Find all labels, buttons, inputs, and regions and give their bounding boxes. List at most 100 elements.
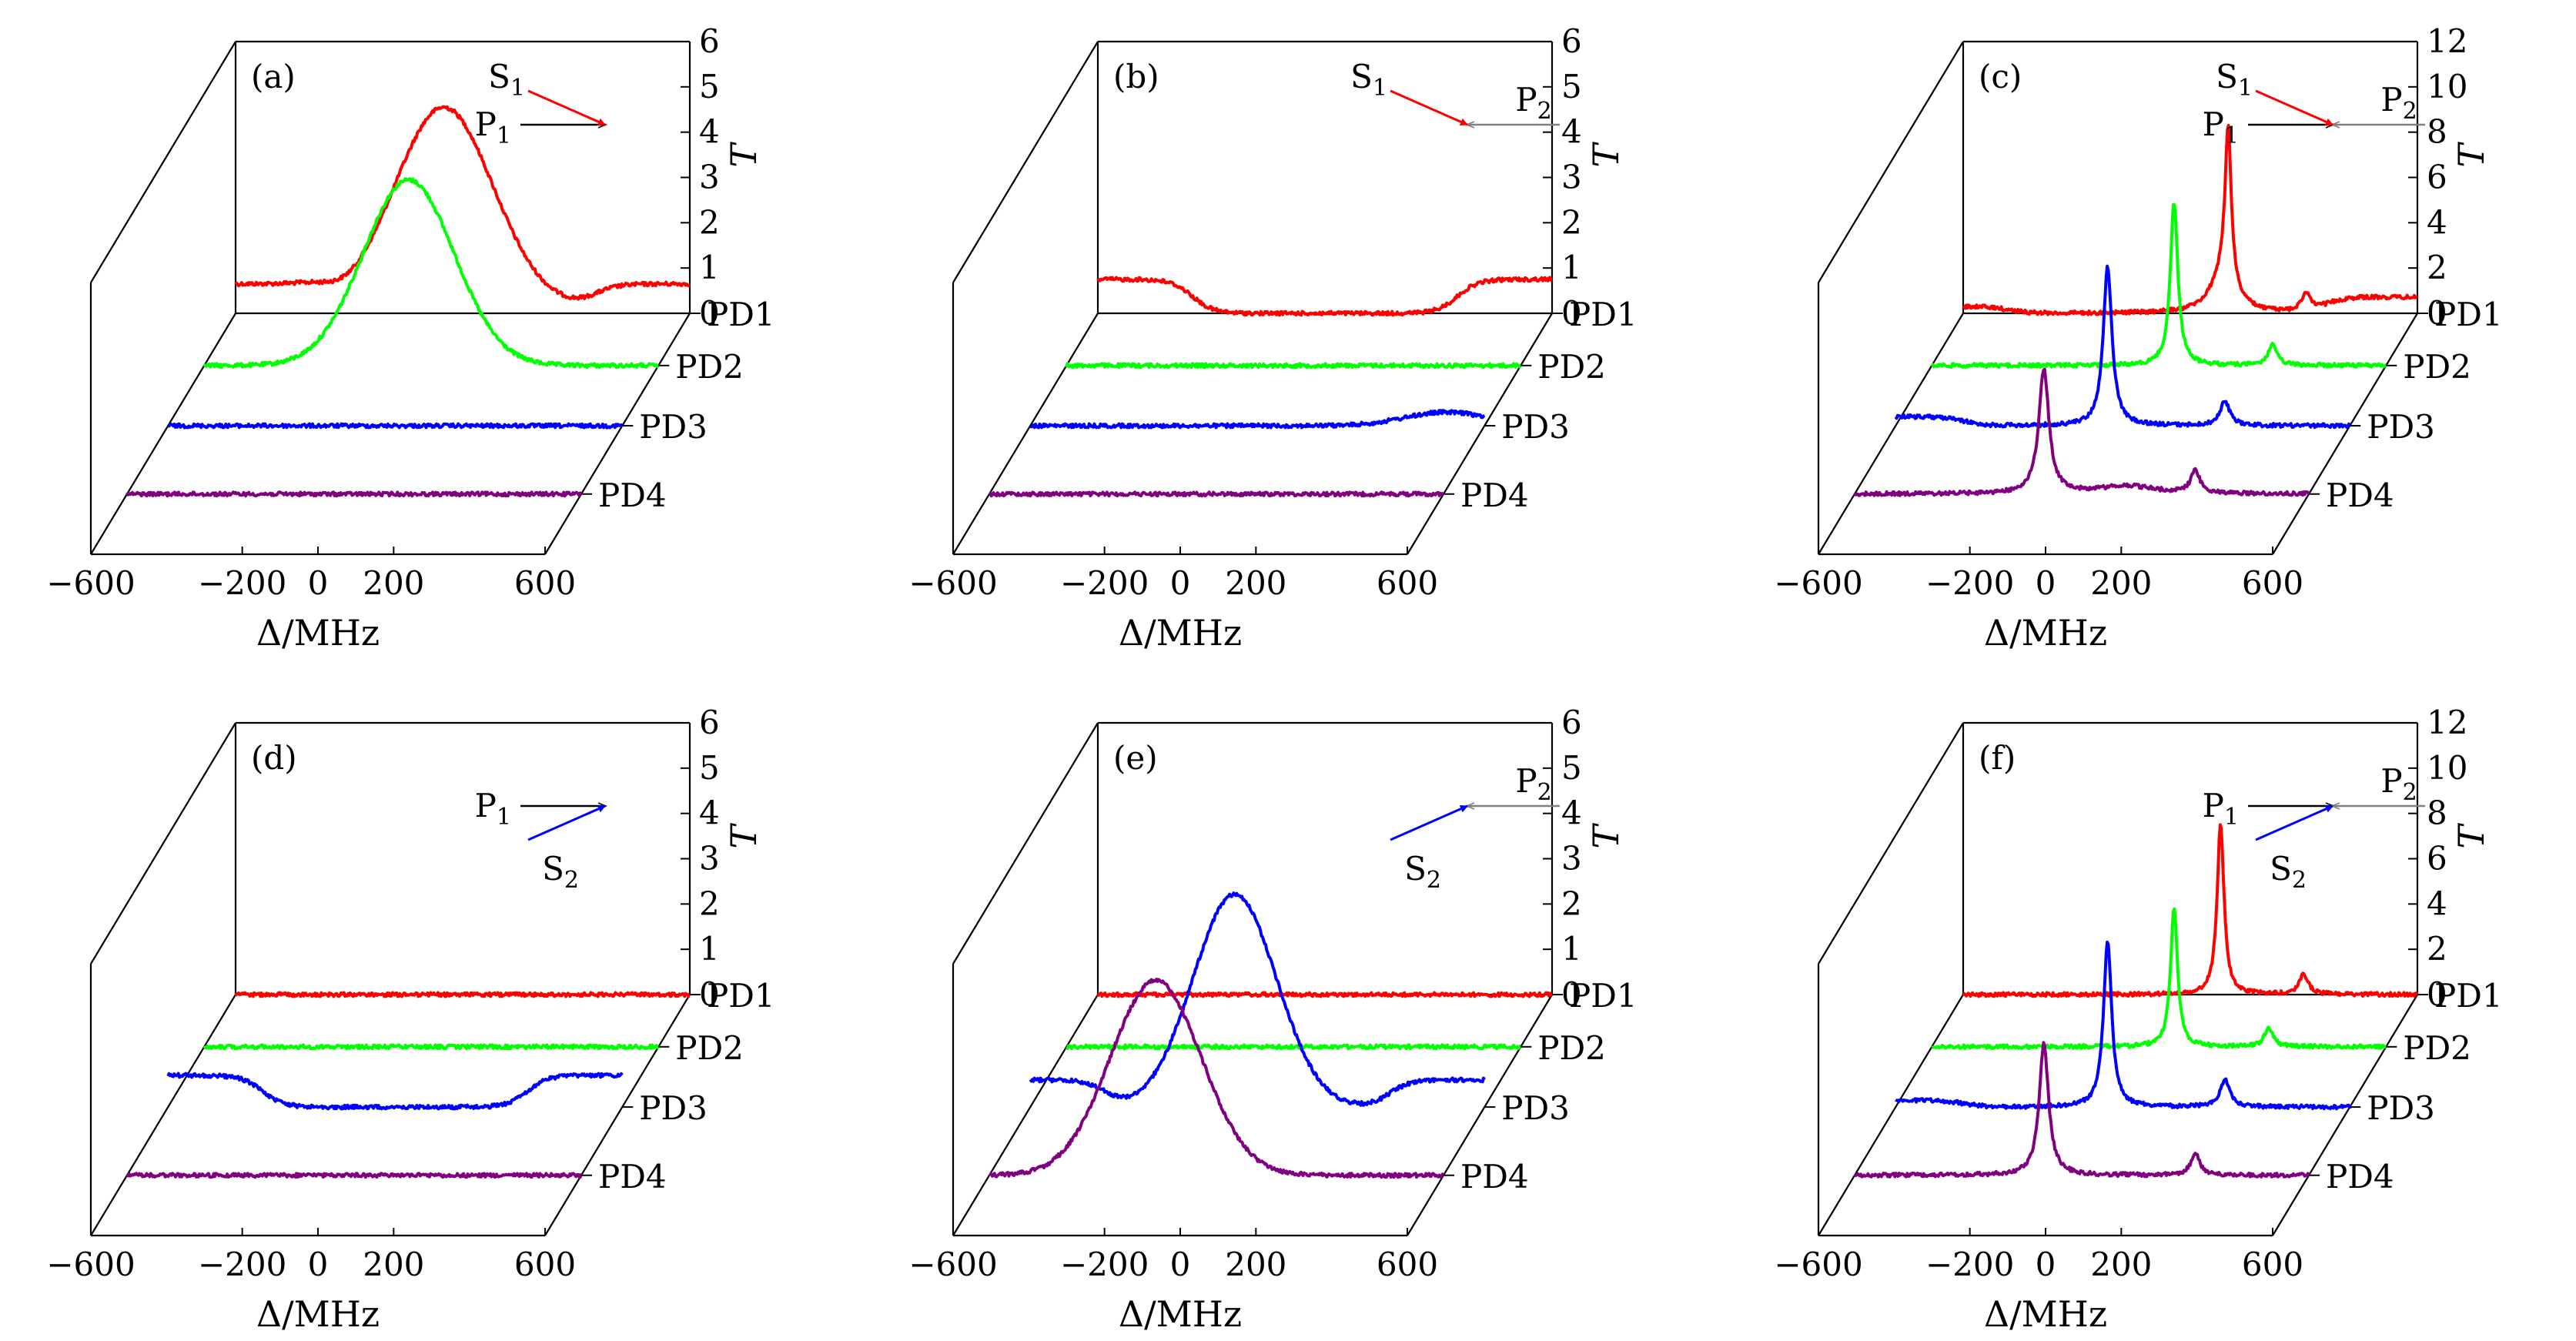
y-tick-label: 10 — [2427, 68, 2467, 105]
x-axis-label: Δ/MHz — [256, 612, 380, 654]
pd-label-pd4: PD4 — [2326, 1158, 2394, 1196]
y-tick-label: 0 — [699, 975, 720, 1013]
trace-pd4 — [989, 978, 1445, 1179]
y-axis-label: T — [2451, 823, 2492, 849]
trace-pd1 — [234, 991, 691, 998]
y-tick-label: 5 — [1561, 749, 1582, 787]
x-tick-label: 200 — [1225, 1246, 1286, 1283]
pd-label-pd4: PD4 — [598, 477, 667, 514]
y-tick-label: 1 — [699, 249, 720, 286]
x-tick-label: −600 — [1774, 1246, 1862, 1283]
trace-pd3 — [1894, 264, 2352, 430]
y-tick-label: 8 — [2427, 794, 2447, 832]
y-tick-label: 4 — [2427, 203, 2447, 241]
trace-pd2 — [202, 177, 661, 370]
x-tick-label: 600 — [1377, 1246, 1438, 1283]
pd-label-pd2: PD2 — [1537, 1029, 1606, 1067]
depth-axis-top — [90, 41, 236, 283]
pd-label-pd4: PD4 — [598, 1158, 667, 1196]
panel-b: 0 1 2 3 4 5 6 T −600 −200 0 200 600 Δ/MHz (b) PD1 PD2 PD3… — [908, 22, 1637, 654]
y-tick-label: 8 — [2427, 113, 2447, 151]
beam-label: P2 — [2380, 762, 2417, 806]
x-tick-label: 200 — [2090, 564, 2152, 602]
y-tick-label: 6 — [1561, 704, 1582, 741]
y-tick-label: 12 — [2427, 22, 2467, 60]
trace-pd1 — [1962, 124, 2418, 316]
y-tick-label: 0 — [2427, 294, 2447, 332]
beam-diagram: P1 P2 S2 — [2203, 762, 2425, 894]
trace-pd2 — [1931, 907, 2387, 1051]
x-axis-label: Δ/MHz — [1119, 612, 1242, 654]
y-tick-label: 3 — [1561, 159, 1582, 196]
pd-label-pd2: PD2 — [675, 348, 744, 386]
beam-diagram: P2 S2 — [1390, 762, 1560, 894]
y-tick-label: 6 — [1561, 22, 1582, 60]
trace-pd2 — [1065, 362, 1523, 370]
pd-label-pd3: PD3 — [1501, 408, 1570, 446]
x-tick-label: 200 — [363, 564, 424, 602]
x-tick-label: 0 — [308, 1246, 329, 1283]
panel-d: 0 1 2 3 4 5 6 T −600 −200 0 200 600 Δ/MHz (d) PD1 PD2 PD3… — [46, 704, 774, 1335]
y-tick-label: 6 — [2427, 840, 2447, 878]
pd-label-pd3: PD3 — [639, 1089, 708, 1127]
beam-label: P1 — [475, 787, 511, 831]
pd-label-pd4: PD4 — [1460, 1158, 1529, 1196]
trace-pd3 — [167, 422, 624, 430]
panel-label: (e) — [1113, 739, 1158, 777]
y-tick-label: 5 — [699, 68, 720, 105]
x-tick-label: 0 — [2036, 564, 2056, 602]
trace-pd2 — [202, 1043, 660, 1051]
trace-pd3 — [1029, 409, 1486, 430]
y-tick-label: 0 — [1561, 294, 1582, 332]
trace-pd2 — [1930, 202, 2387, 370]
s1-arrow — [2255, 89, 2333, 126]
beam-label: P1 — [475, 105, 511, 149]
trace-pd3 — [1895, 940, 2352, 1111]
y-tick-label: 2 — [699, 203, 720, 241]
beam-label: S1 — [488, 58, 525, 102]
depth-axis-right — [544, 313, 691, 555]
x-tick-label: 600 — [514, 564, 576, 602]
depth-axis-right — [2272, 313, 2418, 555]
y-tick-label: 6 — [699, 704, 720, 741]
y-tick-label: 6 — [2427, 159, 2447, 196]
y-tick-label: 3 — [699, 840, 720, 878]
beam-diagram: P1 P2 S1 — [2203, 58, 2425, 149]
depth-axis-left — [1818, 313, 1964, 555]
pd-label-pd1: PD1 — [1569, 977, 1638, 1015]
y-tick-label: 0 — [1561, 975, 1582, 1013]
y-tick-label: 4 — [1561, 113, 1582, 151]
y-tick-label: 2 — [2427, 930, 2447, 968]
y-tick-label: 0 — [2427, 975, 2447, 1013]
x-tick-label: −200 — [1060, 1246, 1149, 1283]
s1-arrow — [1390, 89, 1468, 126]
trace-pd4 — [989, 490, 1445, 498]
s1-arrow — [527, 89, 606, 126]
pd-label-pd2: PD2 — [1537, 348, 1606, 386]
depth-axis-top — [952, 722, 1099, 965]
beam-label: S2 — [2270, 850, 2307, 894]
depth-axis-left — [952, 994, 1099, 1236]
beam-label: P1 — [2203, 787, 2239, 831]
s2-arrow — [2255, 804, 2333, 841]
trace-pd2 — [1066, 1043, 1522, 1051]
beam-label: S2 — [1404, 850, 1441, 894]
depth-axis-top — [1818, 41, 1964, 283]
y-tick-label: 12 — [2427, 704, 2467, 741]
depth-axis-left — [952, 313, 1099, 555]
y-axis-label: T — [723, 142, 764, 168]
y-axis-label: T — [2451, 142, 2492, 168]
pd-label-pd1: PD1 — [2434, 977, 2503, 1015]
trace-pd3 — [1029, 891, 1486, 1107]
x-tick-label: 600 — [2242, 1246, 2303, 1283]
y-axis-label: T — [1585, 142, 1627, 168]
x-axis-label: Δ/MHz — [1984, 612, 2107, 654]
x-tick-label: −600 — [908, 564, 997, 602]
depth-axis-left — [90, 994, 236, 1236]
pd-label-pd2: PD2 — [675, 1029, 744, 1067]
x-tick-label: 0 — [1170, 1246, 1191, 1283]
beam-label: P2 — [2380, 81, 2417, 125]
x-tick-label: −200 — [198, 1246, 286, 1283]
